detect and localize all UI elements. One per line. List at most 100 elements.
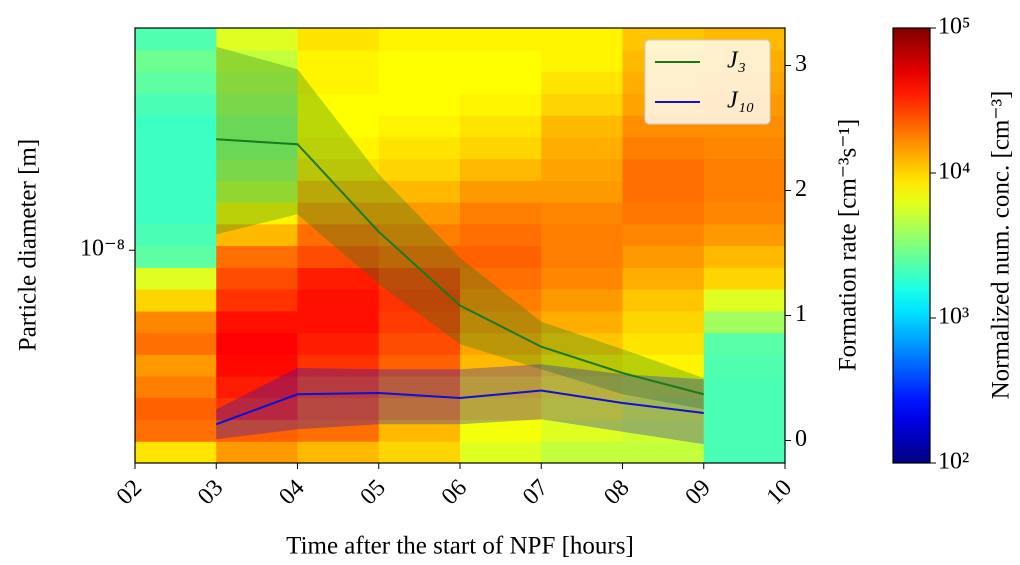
heatmap-cell: [378, 180, 461, 203]
heatmap-cell: [135, 158, 217, 181]
heatmap-cell: [216, 28, 298, 51]
heatmap-cell: [135, 49, 217, 73]
heatmap-cell: [378, 332, 461, 355]
heatmap-cell: [297, 267, 380, 290]
heatmap-cell: [297, 245, 380, 268]
heatmap-cell: [541, 115, 623, 138]
heatmap-cell: [622, 180, 705, 203]
heatmap-cell: [135, 71, 217, 94]
x-tick-label: 06: [437, 475, 472, 510]
colorbar-label: Normalized num. conc. [cm⁻³]: [988, 91, 1015, 400]
heatmap-cell: [216, 158, 298, 181]
heatmap-cell: [460, 28, 542, 51]
heatmap-cell: [297, 28, 380, 51]
heatmap-cell: [297, 158, 380, 181]
heatmap-cell: [297, 202, 380, 225]
heatmap-cell: [216, 49, 298, 73]
heatmap-cell: [135, 180, 217, 203]
heatmap-cell: [297, 441, 380, 464]
heatmap-cell: [622, 332, 705, 355]
heatmap-cell: [135, 223, 217, 247]
heatmap-cell: [297, 289, 380, 312]
heatmap-cell: [541, 311, 623, 334]
heatmap-cell: [297, 71, 380, 94]
heatmap-cell: [378, 441, 461, 464]
heatmap-cell: [541, 223, 623, 247]
heatmap-cell: [541, 158, 623, 181]
x-axis-label: Time after the start of NPF [hours]: [286, 533, 634, 560]
heatmap-cell: [216, 441, 298, 464]
heatmap-cell: [297, 223, 380, 247]
heatmap-cell: [703, 441, 786, 464]
x-tick-label: 10: [762, 475, 797, 510]
heatmap-cell: [703, 311, 786, 334]
line: [215, 389, 704, 426]
heatmap-cell: [541, 93, 623, 116]
legend-label: J₁₀: [727, 88, 754, 114]
y2-tick-label: 1: [795, 301, 807, 327]
x-tick-label: 09: [681, 475, 716, 510]
heatmap-cell: [622, 267, 705, 290]
heatmap-cell: [460, 223, 542, 247]
colorbar-tick-label: 10⁵: [938, 14, 970, 40]
heatmap-cell: [297, 332, 380, 355]
heatmap-cell: [460, 332, 542, 355]
heatmap-cell: [460, 397, 542, 421]
heatmap-cell: [216, 354, 298, 377]
heatmap-cell: [703, 180, 786, 203]
x-tick-label: 02: [112, 475, 147, 510]
heatmap-cell: [541, 28, 623, 51]
heatmap-cell: [622, 354, 705, 377]
y-axis-label: Particle diameter [m]: [15, 139, 42, 351]
heatmap-cell: [135, 289, 217, 312]
heatmap-cell: [216, 375, 298, 399]
heatmap-cell: [216, 93, 298, 116]
heatmap-cell: [460, 354, 542, 377]
heatmap-cell: [378, 136, 461, 160]
x-tick-label: 05: [356, 475, 391, 510]
heatmap-cell: [135, 28, 217, 51]
heatmap-cell: [297, 49, 380, 73]
heatmap-cell: [216, 180, 298, 203]
heatmap-cell: [703, 267, 786, 290]
y2-tick-label: 0: [795, 426, 807, 452]
heatmap-cell: [135, 93, 217, 116]
heatmap-cell: [297, 354, 380, 377]
heatmap-cell: [622, 136, 705, 160]
heatmap-cell: [622, 223, 705, 247]
heatmap-cell: [297, 115, 380, 138]
heatmap-cell: [216, 311, 298, 334]
x-tick-label: 04: [274, 475, 309, 510]
colorbar-tick-label: 10³: [938, 304, 969, 330]
heatmap-cell: [703, 332, 786, 355]
heatmap-cell: [297, 311, 380, 334]
heatmap-cell: [378, 289, 461, 312]
line: [216, 138, 705, 396]
heatmap-cell: [541, 267, 623, 290]
heatmap-cell: [378, 311, 461, 334]
legend-label: J₃: [727, 48, 746, 74]
heatmap-cell: [135, 441, 217, 464]
heatmap-cell: [703, 245, 786, 268]
heatmap-cell: [703, 354, 786, 377]
heatmap-cell: [703, 289, 786, 312]
heatmap-cell: [622, 441, 705, 464]
heatmap-cell: [378, 158, 461, 181]
heatmap-cell: [460, 289, 542, 312]
heatmap-cell: [378, 28, 461, 51]
heatmap-cell: [297, 180, 380, 203]
heatmap-cell: [216, 115, 298, 138]
heatmap-cell: [216, 419, 298, 442]
heatmap-cell: [135, 202, 217, 225]
heatmap-cell: [703, 202, 786, 225]
heatmap-cell: [135, 115, 217, 138]
heatmap-cell: [541, 136, 623, 160]
heatmap-cell: [541, 375, 623, 399]
heatmap-cell: [460, 202, 542, 225]
heatmap-cell: [703, 158, 786, 181]
y-tick-label: 10⁻⁸: [80, 236, 125, 262]
heatmap-cell: [378, 71, 461, 94]
heatmap-cell: [378, 419, 461, 442]
heatmap-cell: [703, 136, 786, 160]
